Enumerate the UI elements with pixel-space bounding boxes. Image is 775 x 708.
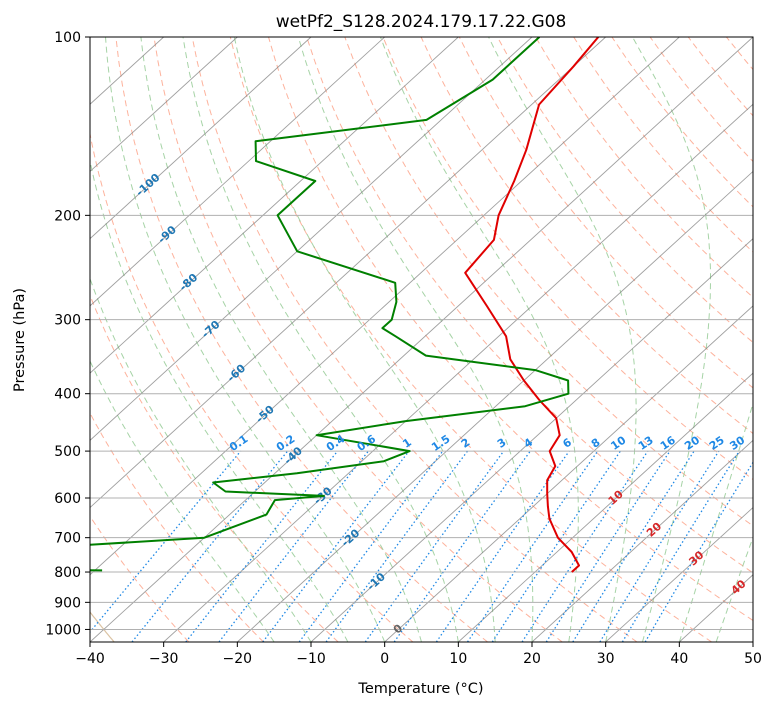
y-tick-label: 600 bbox=[54, 491, 81, 507]
temperature-line bbox=[464, 37, 600, 573]
moist-adiabat bbox=[105, 37, 386, 642]
mixing-ratio-layer bbox=[90, 450, 753, 642]
isotherm-line bbox=[90, 37, 459, 374]
y-tick-label: 1000 bbox=[45, 622, 81, 638]
isotherm-line bbox=[237, 170, 753, 642]
isotherm-line bbox=[605, 506, 753, 642]
isotherm-line bbox=[531, 439, 753, 642]
x-tick-label: −10 bbox=[296, 651, 326, 667]
isotherm-line bbox=[384, 305, 753, 642]
dry-adiabat bbox=[153, 37, 563, 642]
dry-adiabat bbox=[115, 37, 488, 642]
mixing-ratio-line bbox=[599, 450, 720, 642]
mixing-ratio-line bbox=[572, 450, 695, 642]
isotherm-line bbox=[90, 37, 680, 576]
mixing-ratio-line bbox=[466, 450, 599, 642]
moist-adiabat bbox=[182, 37, 459, 642]
moist-adiabat bbox=[90, 158, 349, 642]
y-tick-label: 100 bbox=[54, 30, 81, 46]
x-tick-label: 40 bbox=[670, 651, 688, 667]
isotherms-layer bbox=[90, 37, 753, 642]
y-tick-label: 200 bbox=[54, 208, 81, 224]
plot-frame bbox=[89, 36, 754, 643]
moist-adiabat bbox=[380, 37, 579, 642]
x-tick-label: 0 bbox=[380, 651, 389, 667]
moist-adiabat bbox=[488, 37, 637, 642]
dry-adiabat bbox=[535, 37, 753, 298]
x-axis-label: Temperature (°C) bbox=[357, 681, 483, 697]
pressure-gridlines bbox=[90, 37, 753, 630]
chart-title: wetPf2_S128.2024.179.17.22.G08 bbox=[276, 12, 567, 32]
moist-adiabat bbox=[233, 37, 496, 642]
y-tick-label: 500 bbox=[54, 444, 81, 460]
mixing-ratio-line bbox=[90, 450, 242, 634]
isotherm-line bbox=[90, 37, 606, 509]
y-axis-label: Pressure (hPa) bbox=[12, 288, 28, 392]
mixing-ratio-line bbox=[435, 450, 570, 642]
y-tick-label: 800 bbox=[54, 565, 81, 581]
isotherm-line bbox=[163, 103, 753, 642]
mixing-ratio-line bbox=[262, 450, 410, 642]
isotherm-line bbox=[90, 37, 385, 307]
x-tick-label: 50 bbox=[744, 651, 762, 667]
x-tick-label: −20 bbox=[223, 651, 253, 667]
y-tick-label: 400 bbox=[54, 387, 81, 403]
y-tick-label: 300 bbox=[54, 313, 81, 329]
mixing-ratio-line bbox=[621, 450, 740, 642]
isotherm-line bbox=[458, 372, 753, 642]
dry-adiabat bbox=[90, 515, 190, 642]
moist-adiabat bbox=[140, 37, 422, 642]
dry-adiabat bbox=[268, 37, 753, 622]
dry-adiabat bbox=[306, 37, 753, 574]
mixing-ratio-line bbox=[131, 450, 289, 642]
dry-adiabat bbox=[90, 131, 414, 642]
moist-adiabat bbox=[715, 535, 753, 642]
dry-adiabats-layer bbox=[90, 37, 753, 642]
isotherm-line bbox=[90, 37, 753, 642]
profile-lines-layer bbox=[90, 37, 600, 573]
dry-adiabat bbox=[191, 37, 638, 642]
isotherm-line bbox=[90, 37, 238, 173]
dry-adiabat bbox=[90, 412, 264, 642]
moist-adiabat bbox=[678, 401, 753, 642]
mixing-ratio-line bbox=[298, 450, 444, 642]
dewpoint-line bbox=[90, 37, 570, 572]
x-tick-label: −30 bbox=[149, 651, 179, 667]
mixing-ratio-line bbox=[364, 450, 505, 642]
x-tick-label: 10 bbox=[449, 651, 467, 667]
mixing-ratio-line bbox=[491, 450, 621, 642]
x-tick-label: −40 bbox=[75, 651, 105, 667]
y-tick-label: 700 bbox=[54, 531, 81, 547]
mixing-ratio-line bbox=[218, 450, 369, 642]
moist-adiabat bbox=[632, 37, 711, 642]
moist-adiabat bbox=[297, 37, 534, 642]
moist-adiabat bbox=[90, 359, 275, 642]
isotherm-line bbox=[310, 238, 753, 642]
y-tick-label: 900 bbox=[54, 595, 81, 611]
isotherm-line bbox=[90, 37, 533, 441]
dry-adiabat bbox=[382, 37, 753, 481]
x-axis-ticks: −40 −30 −20 −10 0 10 20 30 40 50 bbox=[75, 642, 762, 667]
mixing-ratio-line bbox=[644, 461, 753, 642]
x-tick-label: 20 bbox=[523, 651, 541, 667]
mixing-ratio-line bbox=[393, 450, 531, 642]
y-axis-ticks: 100 200 300 400 500 600 700 800 900 1000 bbox=[45, 30, 90, 638]
mixing-ratio-line bbox=[185, 450, 339, 642]
x-tick-label: 30 bbox=[597, 651, 615, 667]
dry-adiabat bbox=[496, 37, 753, 344]
isotherm-line bbox=[90, 37, 312, 240]
